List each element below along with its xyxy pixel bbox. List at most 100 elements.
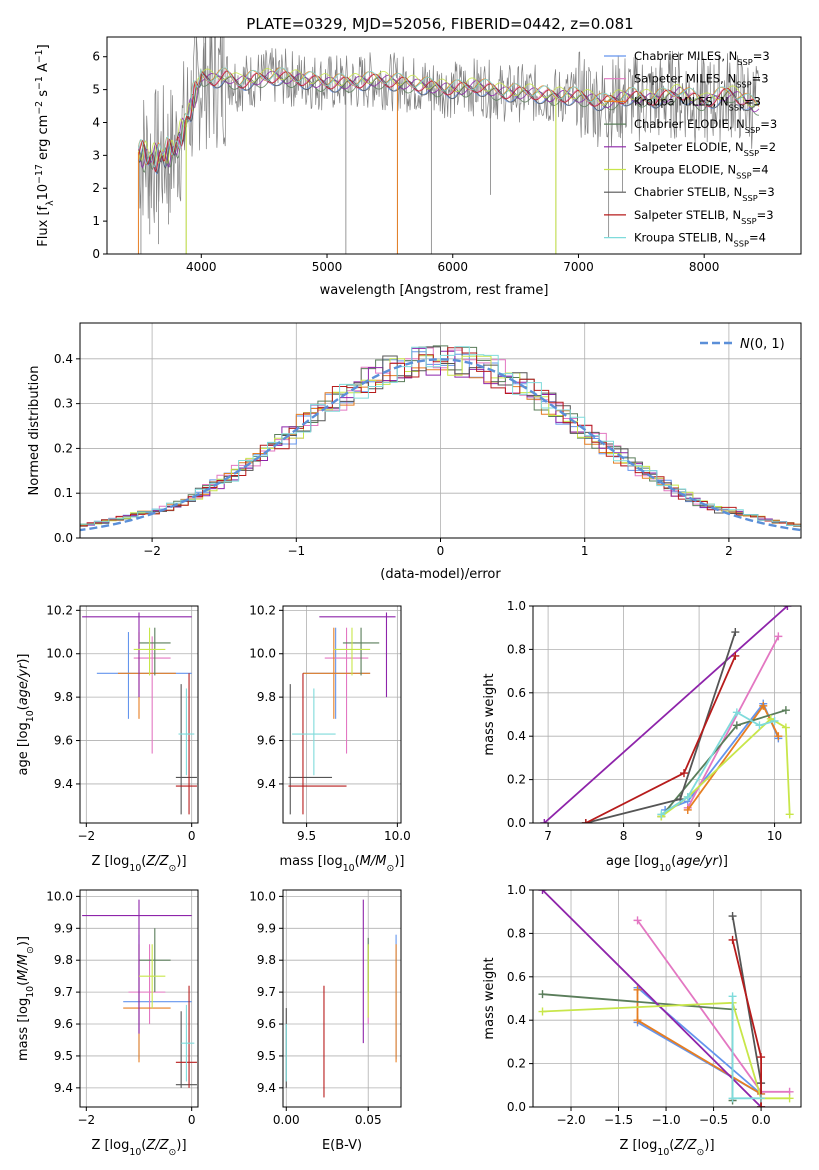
weight-line-4 — [543, 606, 788, 823]
plot-area — [82, 899, 197, 1088]
weight-point — [633, 1016, 642, 1025]
weight-point — [774, 632, 783, 641]
y-tick-label: 0.0 — [54, 531, 73, 545]
y-tick-label: 9.4 — [257, 777, 276, 791]
x-tick-label: 0.00 — [273, 1113, 300, 1127]
x-tick-label: 0 — [188, 1113, 196, 1127]
y-tick-label: 0.6 — [507, 686, 526, 700]
weight-line-7 — [585, 655, 737, 823]
panel-residuals: −2 −1 0 1 2 0.0 0.1 0.2 0.3 0.4 (data-model)/error… — [27, 322, 802, 582]
y-tick-label: 2 — [92, 181, 100, 195]
model-spectrum-7 — [137, 70, 760, 173]
y-tick-label: 9.8 — [54, 953, 73, 967]
x-tick-label: −2.0 — [556, 1113, 585, 1127]
panel-age_vs_Z: −2 0 9.4 9.6 9.8 10.0 10.2 Z [log10(Z/Z⊙)] age [… — [16, 603, 199, 874]
panel-weight_vs_Z: −2.0 −1.5 −1.0 −0.5 0.0 0.0 0.2 0.4 0.6 0.8 1.0 Z [… — [482, 883, 802, 1158]
x-axis-label: Z [log10(Z/Z⊙)] — [619, 1138, 714, 1158]
weight-point — [731, 628, 740, 637]
x-tick-label: −2 — [77, 829, 95, 843]
panel-weight_vs_age: 7 8 9 10 0.0 0.2 0.4 0.6 0.8 1.0 age [log10(age/yr… — [482, 599, 802, 874]
plot-area — [288, 612, 396, 815]
x-axis-label: age [log10(age/yr)] — [606, 854, 728, 874]
x-tick-label: 7 — [544, 829, 552, 843]
weight-point — [728, 912, 737, 921]
x-tick-label: 10 — [767, 829, 782, 843]
gaussian-curve — [80, 358, 801, 532]
weight-point — [781, 723, 790, 732]
legend-entry: Kroupa ELODIE, NSSP=4 — [634, 163, 769, 181]
axes-frame — [532, 889, 802, 1108]
plot-area — [285, 899, 397, 1098]
x-tick-label: 1 — [581, 544, 589, 558]
y-axis-label: Flux [fλ10−17 erg cm−2 s−1 A−1] — [34, 44, 56, 246]
weight-point — [732, 721, 741, 730]
x-axis-label: wavelength [Angstrom, rest frame] — [320, 283, 549, 298]
y-tick-label: 0.4 — [507, 729, 526, 743]
y-axis-label: age [log10(age/yr)] — [16, 653, 36, 775]
y-tick-label: 9.5 — [257, 1049, 276, 1063]
y-tick-label: 0.0 — [507, 1100, 526, 1114]
weight-point — [728, 992, 737, 1001]
y-tick-label: 4 — [92, 115, 100, 129]
plot-area — [80, 345, 801, 532]
y-tick-label: 10.2 — [249, 603, 276, 617]
x-tick-label: 9.5 — [297, 829, 316, 843]
weight-point — [781, 706, 790, 715]
y-axis-label: mass [log10(M/M⊙)] — [16, 936, 36, 1061]
y-tick-label: 0.2 — [507, 1057, 526, 1071]
y-tick-label: 10.0 — [46, 647, 73, 661]
weight-line-5 — [542, 1001, 790, 1100]
axes-frame — [282, 605, 402, 824]
legend-entry: Salpeter MILES, NSSP=3 — [634, 72, 769, 90]
y-tick-label: 1.0 — [507, 599, 526, 613]
y-tick-label: 0.1 — [54, 486, 73, 500]
y-tick-label: 3 — [92, 148, 100, 162]
weight-point — [728, 1094, 737, 1103]
axes-frame — [282, 889, 402, 1108]
weight-line-6 — [731, 915, 762, 1107]
weight-point — [633, 916, 642, 925]
y-tick-label: 0.8 — [507, 926, 526, 940]
weight-point — [538, 890, 547, 894]
y-tick-label: 0.0 — [507, 816, 526, 830]
x-tick-label: −1.0 — [651, 1113, 680, 1127]
x-tick-label: 5000 — [312, 260, 343, 274]
weight-point — [581, 819, 590, 823]
y-tick-label: 10.2 — [46, 603, 73, 617]
y-tick-label: 0.2 — [54, 441, 73, 455]
weight-point — [732, 708, 741, 717]
weight-point — [785, 810, 794, 819]
legend-entry: Kroupa MILES, NSSP=3 — [634, 94, 761, 112]
legend-entry: Kroupa STELIB, NSSP=4 — [634, 231, 766, 249]
x-tick-label: 0.05 — [355, 1113, 382, 1127]
x-tick-label: −2 — [77, 1113, 95, 1127]
x-axis-label: (data-model)/error — [380, 567, 501, 582]
y-tick-label: 9.9 — [257, 921, 276, 935]
weight-point — [757, 1053, 766, 1062]
y-tick-label: 0 — [92, 247, 100, 261]
x-tick-label: 8000 — [689, 260, 720, 274]
weight-line-1 — [687, 635, 780, 809]
residual-histogram-7 — [80, 347, 801, 527]
weight-point — [683, 805, 692, 814]
x-tick-label: 2 — [725, 544, 733, 558]
weight-point — [774, 732, 783, 741]
x-tick-label: 4000 — [186, 260, 217, 274]
y-tick-label: 5 — [92, 83, 100, 97]
x-tick-label: −2 — [143, 544, 161, 558]
legend-entry: Chabrier MILES, NSSP=3 — [634, 49, 770, 67]
y-tick-label: 0.4 — [54, 352, 73, 366]
y-tick-label: 0.4 — [507, 1013, 526, 1027]
y-tick-label: 9.8 — [257, 690, 276, 704]
y-tick-label: 0.8 — [507, 642, 526, 656]
x-tick-label: 9 — [695, 829, 703, 843]
x-tick-label: 7000 — [563, 260, 594, 274]
model-spectrum-2 — [137, 67, 760, 168]
weight-point — [757, 1103, 766, 1107]
x-tick-label: 10.0 — [384, 829, 411, 843]
weight-point — [538, 1007, 547, 1016]
y-tick-label: 1 — [92, 214, 100, 228]
axes-frame — [79, 605, 199, 824]
weight-point — [731, 651, 740, 660]
y-axis-label: mass weight — [482, 957, 497, 1039]
